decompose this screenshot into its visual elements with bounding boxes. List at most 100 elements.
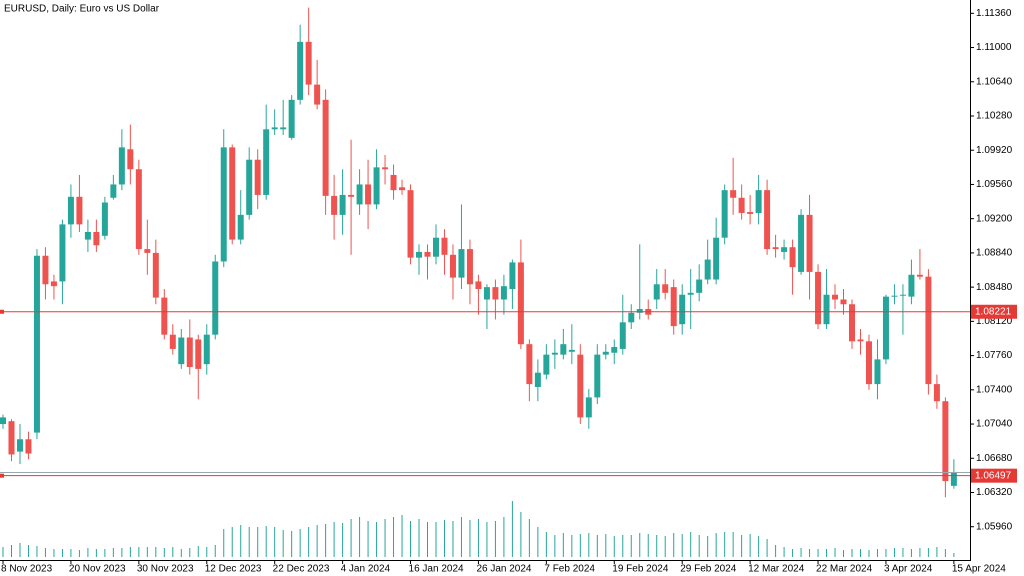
candle-body (908, 274, 915, 297)
candle-body (679, 294, 686, 325)
candle-body (874, 359, 881, 385)
candle-body (339, 194, 346, 215)
candle-body (390, 174, 397, 191)
price-label-box (971, 304, 1017, 319)
y-tick-label: 1.09560 (976, 179, 1013, 190)
candle-body (76, 196, 83, 225)
candle-body (67, 196, 74, 225)
candle-body (280, 127, 287, 130)
candle-body (662, 284, 669, 293)
y-tick-label: 1.08120 (976, 316, 1013, 327)
y-tick-label: 1.11360 (976, 8, 1012, 19)
candle-body (704, 259, 711, 280)
candle-body (543, 354, 550, 375)
price-marker (0, 309, 4, 314)
candle-body (551, 352, 558, 355)
candle-body (492, 287, 499, 300)
candle-body (925, 276, 932, 385)
candle-body (314, 84, 321, 105)
candle-body (246, 159, 253, 215)
price-label-box (971, 468, 1017, 483)
candle-body (382, 167, 389, 170)
candle-body (721, 190, 728, 238)
candle-body (33, 255, 40, 433)
candle-body (416, 251, 423, 258)
x-tick-label: 16 Jan 2024 (409, 564, 464, 575)
y-tick-label: 1.09920 (976, 145, 1013, 156)
candle-body (849, 304, 855, 342)
candle-body (16, 439, 23, 452)
x-tick-label: 20 Nov 2023 (69, 564, 126, 575)
candle-body (229, 147, 236, 240)
candle-body (118, 147, 125, 185)
candle-body (144, 249, 151, 253)
plot-area (0, 7, 970, 557)
candle-body (602, 351, 609, 355)
candle-body (560, 344, 567, 355)
candle-body (653, 284, 660, 300)
candle-body (815, 271, 822, 325)
candle-body (534, 372, 541, 387)
candle-body (186, 337, 193, 367)
candle-body (449, 254, 456, 278)
candle-body (42, 255, 49, 285)
candle-body (899, 294, 906, 296)
candle-body (101, 202, 108, 236)
candle-body (636, 308, 643, 313)
x-tick-label: 12 Dec 2023 (205, 564, 262, 575)
candle-body (93, 231, 100, 246)
y-tick-label: 1.08840 (976, 248, 1013, 259)
candle-body (628, 312, 635, 323)
candle-body (127, 149, 134, 170)
x-tick-label: 29 Feb 2024 (680, 564, 737, 575)
candle-body (670, 287, 677, 327)
y-tick-label: 1.05960 (976, 521, 1013, 532)
candle-body (730, 190, 737, 198)
candle-body (687, 292, 694, 295)
candle-body (348, 194, 355, 197)
candle-body (135, 169, 142, 250)
y-tick-label: 1.08480 (976, 282, 1013, 293)
candle-body (0, 417, 6, 425)
candle-body (288, 99, 295, 138)
candle-body (500, 286, 507, 300)
candle-body (594, 354, 601, 398)
candle-body (212, 261, 219, 335)
price-label: 1.08221 (975, 306, 1012, 317)
x-tick-label: 15 Apr 2024 (952, 564, 1006, 575)
y-tick-label: 1.11000 (976, 42, 1012, 53)
candle-body (161, 297, 168, 335)
candle-body (271, 127, 278, 130)
candle-body (696, 279, 703, 293)
candle-body (942, 401, 949, 482)
candle-body (823, 294, 830, 325)
candle-body (798, 214, 805, 272)
price-marker (0, 473, 4, 478)
x-tick-label: 8 Nov 2023 (1, 564, 53, 575)
candle-body (483, 287, 490, 300)
price-label: 1.06497 (975, 470, 1012, 481)
chart-title: EURUSD, Daily: Euro vs US Dollar (4, 4, 160, 15)
candle-body (764, 190, 771, 250)
y-tick-label: 1.07400 (976, 384, 1013, 395)
candle-body (8, 421, 15, 455)
candle-body (738, 197, 745, 213)
candle-body (466, 249, 473, 285)
candle-body (356, 184, 363, 205)
candle-body (916, 274, 923, 277)
candle-body (526, 344, 533, 385)
y-tick-label: 1.06680 (976, 453, 1013, 464)
candle-body (297, 41, 304, 100)
candle-body (882, 296, 889, 360)
candle-body (585, 397, 592, 418)
candle-body (517, 262, 524, 345)
y-tick-label: 1.10280 (976, 111, 1013, 122)
candle-body (237, 214, 244, 240)
candle-body (806, 214, 813, 272)
candle-body (857, 339, 864, 342)
candle-body (568, 349, 575, 352)
candle-body (755, 190, 762, 213)
candle-body (178, 337, 185, 365)
candle-body (950, 472, 957, 486)
